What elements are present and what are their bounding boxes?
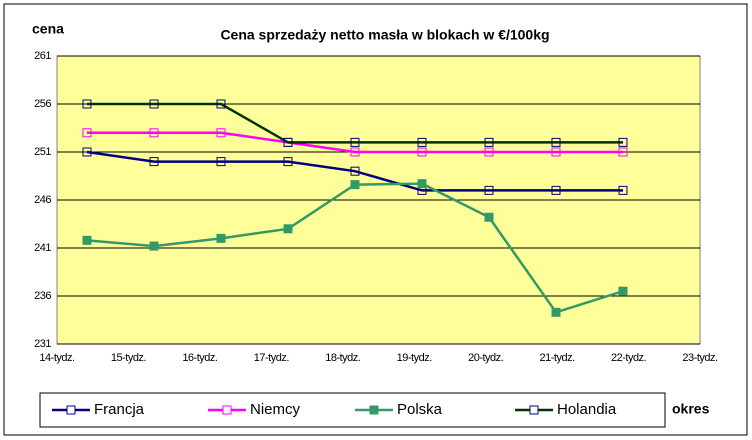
legend-label: Holandia: [557, 401, 617, 418]
marker: [82, 99, 92, 109]
marker: [216, 99, 226, 109]
marker: [551, 185, 561, 195]
x-axis-label: okres: [672, 401, 710, 417]
marker: [417, 179, 427, 189]
marker: [618, 185, 628, 195]
marker: [283, 224, 293, 234]
marker: [618, 147, 628, 157]
marker: [82, 235, 92, 245]
x-tick-label: 19-tydz.: [397, 352, 433, 364]
x-tick-label: 16-tydz.: [182, 352, 218, 364]
marker: [350, 180, 360, 190]
marker: [484, 147, 494, 157]
series-line: [87, 102, 623, 144]
marker: [618, 137, 628, 147]
marker: [551, 137, 561, 147]
y-tick-label: 261: [34, 50, 51, 62]
marker: [149, 99, 159, 109]
marker: [350, 137, 360, 147]
legend-marker: [369, 405, 379, 415]
marker: [417, 137, 427, 147]
legend-marker: [529, 405, 539, 415]
x-tick-label: 21-tydz.: [540, 352, 576, 364]
marker: [350, 166, 360, 176]
marker: [149, 241, 159, 251]
marker: [484, 137, 494, 147]
y-tick-label: 231: [34, 338, 51, 350]
chart-title: Cena sprzedaży netto masła w blokach w €…: [220, 27, 549, 43]
y-tick-label: 256: [34, 98, 51, 110]
marker: [551, 147, 561, 157]
legend-marker: [66, 405, 76, 415]
y-tick-label: 251: [34, 146, 51, 158]
x-tick-label: 17-tydz.: [254, 352, 290, 364]
marker: [283, 137, 293, 147]
legend-label: Polska: [397, 401, 443, 418]
marker: [283, 157, 293, 167]
marker: [417, 147, 427, 157]
marker: [149, 128, 159, 138]
marker: [618, 286, 628, 296]
x-tick-label: 14-tydz.: [39, 352, 75, 364]
marker: [216, 233, 226, 243]
x-tick-label: 20-tydz.: [468, 352, 504, 364]
marker: [82, 128, 92, 138]
x-tick-label: 23-tydz.: [682, 352, 718, 364]
marker: [350, 147, 360, 157]
legend-label: Niemcy: [250, 401, 301, 418]
x-tick-label: 22-tydz.: [611, 352, 647, 364]
legend-box: [39, 392, 666, 428]
x-tick-label: 15-tydz.: [111, 352, 147, 364]
marker: [82, 147, 92, 157]
y-tick-label: 236: [34, 290, 51, 302]
y-tick-label: 246: [34, 194, 51, 206]
x-tick-label: 18-tydz.: [325, 352, 361, 364]
marker: [216, 157, 226, 167]
marker: [216, 128, 226, 138]
legend-label: Francja: [94, 401, 145, 418]
series-line: [86, 150, 623, 192]
legend-marker: [222, 405, 232, 415]
marker: [484, 185, 494, 195]
marker: [484, 212, 494, 222]
y-tick-label: 241: [34, 242, 51, 254]
marker: [551, 307, 561, 317]
series-line: [87, 131, 623, 154]
y-axis-label: cena: [32, 21, 64, 37]
marker: [149, 157, 159, 167]
